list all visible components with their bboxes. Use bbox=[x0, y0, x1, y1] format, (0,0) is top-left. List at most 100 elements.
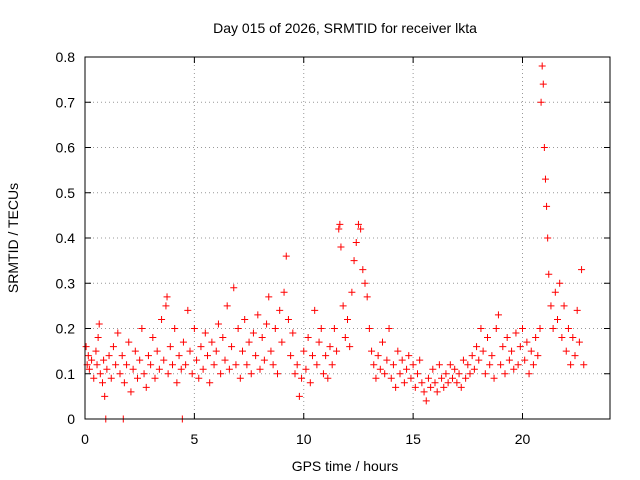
data-point bbox=[424, 374, 432, 382]
data-point bbox=[247, 370, 255, 378]
data-point bbox=[488, 352, 496, 360]
data-point bbox=[84, 352, 92, 360]
data-point bbox=[100, 356, 108, 364]
data-point bbox=[94, 334, 102, 342]
data-point bbox=[144, 352, 152, 360]
data-point bbox=[438, 374, 446, 382]
data-point bbox=[545, 270, 553, 278]
data-point bbox=[142, 383, 150, 391]
data-point bbox=[274, 370, 281, 378]
data-point bbox=[208, 338, 216, 346]
data-point bbox=[350, 257, 358, 265]
data-point bbox=[569, 334, 577, 342]
data-point bbox=[379, 338, 386, 346]
data-point bbox=[547, 302, 555, 310]
data-point bbox=[505, 356, 513, 364]
data-point bbox=[118, 352, 126, 360]
data-point bbox=[435, 361, 443, 369]
data-point bbox=[221, 356, 229, 364]
y-tick-label: 0.6 bbox=[56, 140, 76, 156]
x-tick-label: 10 bbox=[296, 431, 312, 447]
data-point bbox=[241, 315, 249, 323]
data-point bbox=[481, 370, 489, 378]
data-point bbox=[96, 370, 104, 378]
data-point bbox=[514, 361, 522, 369]
data-point bbox=[541, 175, 549, 183]
data-point bbox=[529, 361, 537, 369]
data-point bbox=[210, 361, 218, 369]
data-point bbox=[151, 374, 159, 382]
data-point bbox=[109, 343, 117, 351]
data-point bbox=[466, 370, 474, 378]
data-point bbox=[186, 347, 194, 355]
data-point bbox=[311, 306, 319, 314]
data-point bbox=[114, 329, 122, 337]
data-point bbox=[184, 306, 192, 314]
data-point bbox=[368, 347, 376, 355]
y-tick-label: 0.1 bbox=[56, 366, 76, 382]
data-point bbox=[99, 379, 106, 387]
data-point bbox=[315, 338, 323, 346]
data-point bbox=[322, 352, 330, 360]
chart-title: Day 015 of 2026, SRMTID for receiver lkt… bbox=[213, 20, 477, 36]
data-point bbox=[544, 234, 552, 242]
data-point bbox=[280, 288, 288, 296]
data-point bbox=[177, 365, 185, 373]
data-point bbox=[405, 352, 413, 360]
data-point bbox=[219, 334, 227, 342]
data-point bbox=[306, 379, 314, 387]
data-point bbox=[239, 347, 246, 355]
data-points bbox=[82, 62, 588, 423]
data-point bbox=[298, 374, 306, 382]
data-point bbox=[333, 347, 341, 355]
data-point bbox=[129, 365, 137, 373]
data-point bbox=[282, 252, 290, 260]
data-point bbox=[389, 361, 397, 369]
data-point bbox=[147, 361, 155, 369]
data-point bbox=[149, 334, 157, 342]
data-point bbox=[484, 334, 491, 342]
data-point bbox=[85, 365, 93, 373]
data-point bbox=[223, 302, 231, 310]
data-point bbox=[470, 365, 478, 373]
data-point bbox=[442, 370, 450, 378]
data-point bbox=[120, 379, 128, 387]
data-point bbox=[418, 379, 426, 387]
data-point bbox=[422, 397, 430, 405]
x-tick-label: 15 bbox=[405, 431, 421, 447]
data-point bbox=[163, 293, 171, 301]
data-point bbox=[112, 361, 120, 369]
data-point bbox=[560, 302, 568, 310]
data-point bbox=[93, 361, 101, 369]
data-point bbox=[564, 325, 572, 332]
data-point bbox=[230, 284, 238, 292]
data-point bbox=[396, 370, 404, 378]
y-tick-label: 0.7 bbox=[56, 94, 76, 110]
data-point bbox=[372, 374, 380, 382]
data-point bbox=[477, 325, 485, 332]
data-point bbox=[394, 347, 402, 355]
grid-lines bbox=[85, 57, 610, 419]
data-point bbox=[359, 266, 367, 274]
data-point bbox=[265, 293, 273, 301]
data-point bbox=[136, 356, 144, 364]
data-point bbox=[573, 306, 581, 314]
x-tick-label: 5 bbox=[190, 431, 198, 447]
data-point bbox=[431, 379, 439, 387]
y-tick-label: 0.4 bbox=[56, 230, 76, 246]
data-point bbox=[344, 315, 351, 323]
data-point bbox=[326, 343, 334, 351]
data-point bbox=[214, 320, 222, 328]
data-point bbox=[269, 361, 277, 369]
y-tick-label: 0.2 bbox=[56, 321, 76, 337]
data-point bbox=[490, 374, 498, 382]
data-point bbox=[271, 325, 279, 332]
data-point bbox=[127, 388, 135, 396]
data-point bbox=[295, 392, 303, 400]
data-point bbox=[256, 365, 264, 373]
data-point bbox=[536, 325, 544, 332]
data-point bbox=[217, 370, 225, 378]
data-point bbox=[195, 374, 203, 382]
data-point bbox=[468, 352, 476, 360]
data-point bbox=[276, 306, 284, 314]
